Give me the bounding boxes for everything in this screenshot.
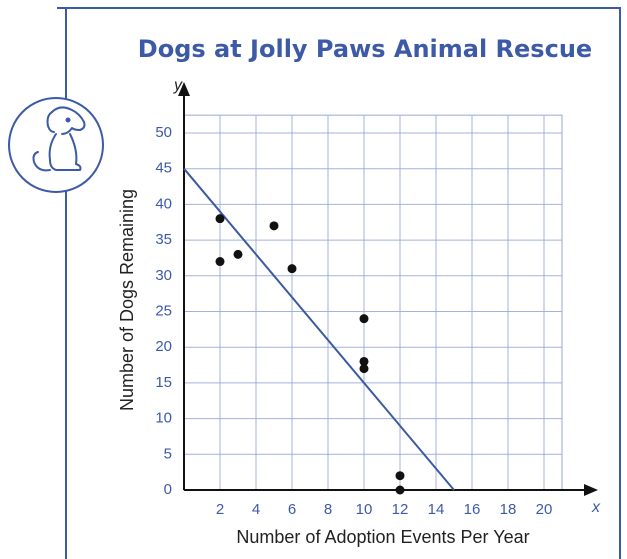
x-tick-label: 18 bbox=[500, 501, 517, 518]
data-point bbox=[395, 471, 405, 481]
icon-circle bbox=[8, 97, 104, 193]
y-tick-label: 15 bbox=[155, 374, 172, 391]
x-tick-label: 2 bbox=[216, 501, 224, 518]
y-tick-label: 0 bbox=[164, 481, 172, 498]
data-point bbox=[215, 214, 225, 224]
y-axis-arrow bbox=[178, 82, 190, 96]
data-point bbox=[395, 485, 405, 495]
x-axis-label: Number of Adoption Events Per Year bbox=[236, 527, 529, 547]
y-tick-label: 10 bbox=[155, 410, 172, 427]
x-axis-letter: x bbox=[591, 499, 601, 516]
plot-area bbox=[183, 114, 563, 491]
data-point bbox=[269, 221, 279, 231]
x-tick-label: 12 bbox=[392, 501, 409, 518]
y-tick-label: 45 bbox=[155, 160, 172, 177]
x-tick-label: 10 bbox=[356, 501, 373, 518]
data-point bbox=[215, 257, 225, 267]
x-axis-arrow bbox=[584, 484, 598, 496]
data-point bbox=[359, 314, 369, 324]
x-tick-label: 4 bbox=[252, 501, 260, 518]
x-tick-label: 6 bbox=[288, 501, 296, 518]
chart-title: Dogs at Jolly Paws Animal Rescue bbox=[138, 35, 592, 63]
frame bbox=[57, 7, 621, 559]
y-tick-label: 30 bbox=[155, 267, 172, 284]
y-axis-letter: y bbox=[173, 77, 183, 94]
data-point bbox=[233, 249, 243, 259]
x-tick-label: 14 bbox=[428, 501, 445, 518]
x-tick-label: 20 bbox=[536, 501, 553, 518]
y-tick-label: 40 bbox=[155, 195, 172, 212]
y-tick-label: 50 bbox=[155, 124, 172, 141]
x-tick-label: 16 bbox=[464, 501, 481, 518]
trend-line bbox=[183, 168, 455, 491]
x-tick-label: 8 bbox=[324, 501, 332, 518]
y-tick-label: 25 bbox=[155, 302, 172, 319]
y-axis-label: Number of Dogs Remaining bbox=[117, 189, 137, 411]
y-tick-label: 5 bbox=[164, 445, 172, 462]
data-point bbox=[359, 356, 369, 366]
data-point bbox=[359, 364, 369, 374]
y-tick-label: 20 bbox=[155, 338, 172, 355]
y-tick-label: 35 bbox=[155, 231, 172, 248]
data-point bbox=[287, 264, 297, 274]
dog-icon bbox=[32, 106, 86, 172]
